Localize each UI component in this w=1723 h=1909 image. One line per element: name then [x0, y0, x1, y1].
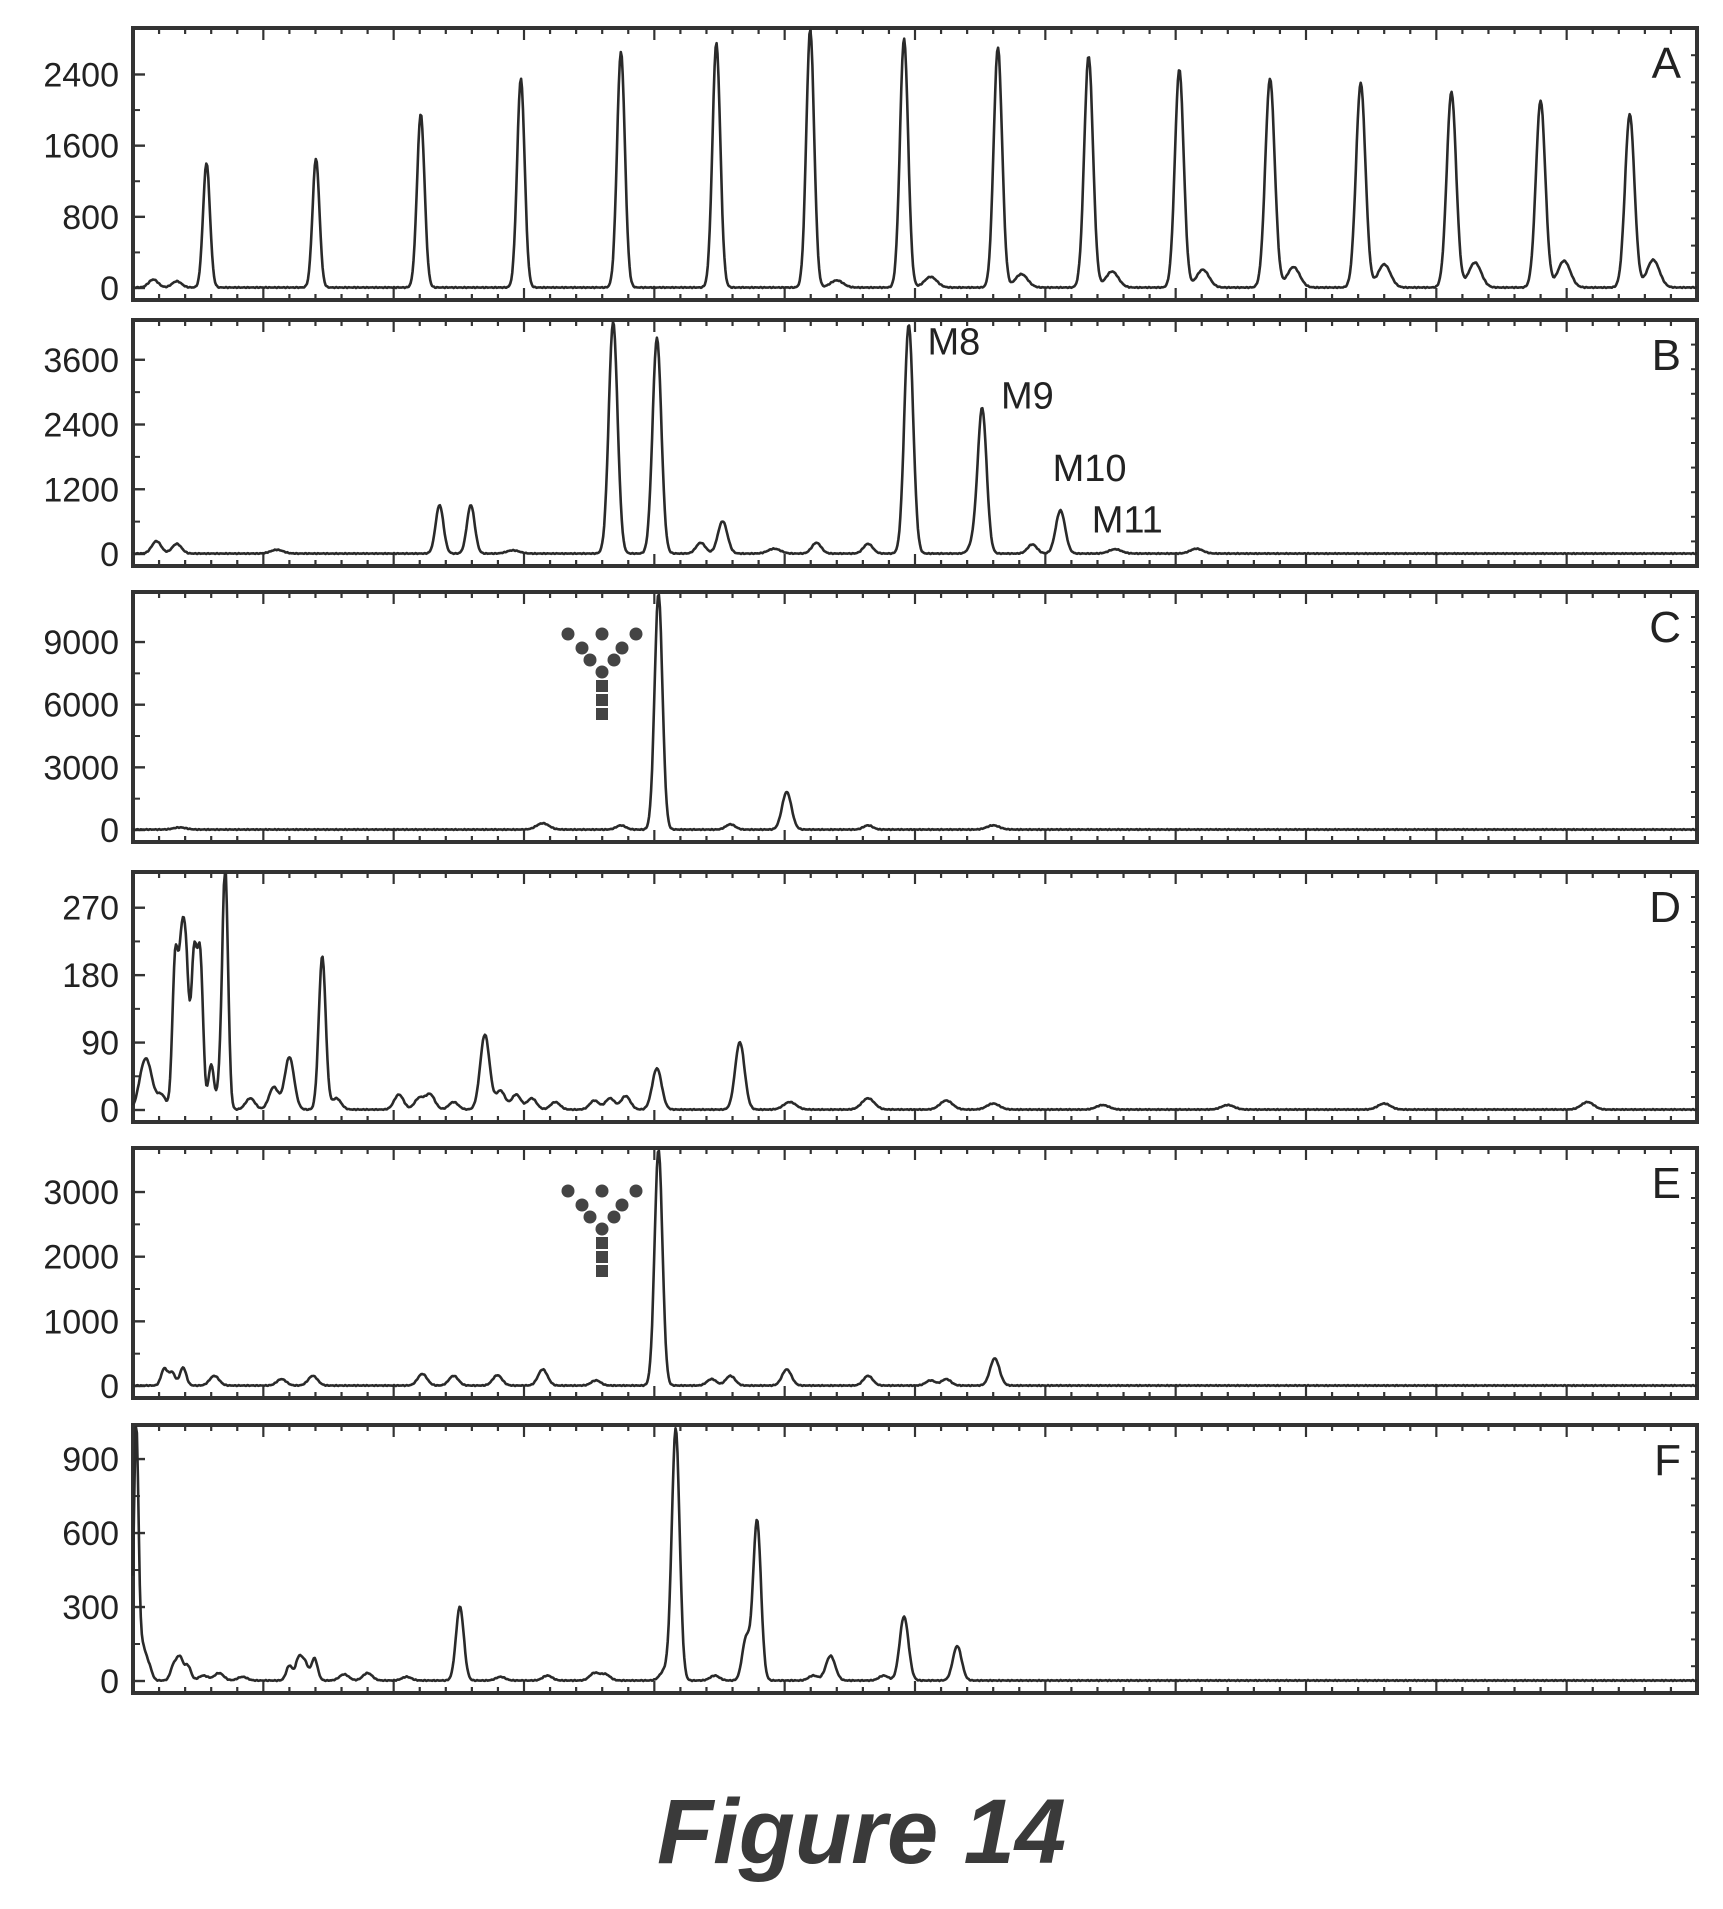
- y-tick-label: 9000: [43, 624, 119, 662]
- glcnac-square: [596, 708, 608, 720]
- y-tick-label: 270: [62, 890, 119, 928]
- y-tick-label: 0: [100, 1368, 119, 1406]
- glcnac-square: [596, 680, 608, 692]
- y-tick-label: 1200: [43, 471, 119, 509]
- x-ticks: [131, 1424, 1699, 1694]
- y-tick-label: 2400: [43, 407, 119, 445]
- panel-B: 3600 2400 1200 0 B M8 M9 M10 M11: [43, 318, 1699, 574]
- y-tick-label: 0: [100, 1092, 119, 1130]
- panel-letter: D: [1649, 883, 1681, 932]
- y-tick-label: 0: [100, 812, 119, 850]
- y-tick-label: 1000: [43, 1303, 119, 1341]
- panel-E: 3000 2000 1000 0 E: [43, 1146, 1699, 1406]
- mannose-circle: [615, 641, 629, 655]
- peak-label-m10: M10: [1053, 448, 1127, 490]
- panel-D: 270 180 90 0 D: [62, 870, 1699, 1130]
- y-tick-label: 3000: [43, 749, 119, 787]
- y-tick-label: 6000: [43, 687, 119, 725]
- figure-caption: Figure 14: [656, 1781, 1066, 1883]
- x-ticks: [131, 27, 1699, 301]
- mannose-circle: [607, 653, 621, 667]
- trace-line: [132, 28, 1698, 290]
- x-ticks: [131, 591, 1699, 843]
- y-tick-label: 180: [62, 957, 119, 995]
- trace-line: [132, 1149, 1698, 1388]
- peak-label-m8: M8: [928, 321, 981, 363]
- mannose-circle: [595, 1184, 609, 1198]
- panel-letter: E: [1652, 1159, 1681, 1208]
- panel-frame: [131, 1423, 1699, 1695]
- panel-A: 2400 1600 800 0 A: [43, 26, 1699, 308]
- glycan-structure-icon: [561, 1184, 643, 1277]
- y-tick-label: 800: [62, 199, 119, 237]
- panel-frame: [131, 26, 1699, 302]
- mannose-circle: [575, 641, 589, 655]
- y-tick-label: 2000: [43, 1239, 119, 1277]
- panel-frame: [131, 590, 1699, 844]
- panel-letter: B: [1652, 331, 1681, 380]
- peak-label-m9: M9: [1001, 375, 1054, 417]
- y-tick-label: 600: [62, 1515, 119, 1553]
- y-tick-label: 3600: [43, 342, 119, 380]
- mannose-circle: [629, 627, 643, 641]
- panel-letter: C: [1649, 603, 1681, 652]
- y-tick-label: 0: [100, 536, 119, 574]
- mannose-circle: [595, 627, 609, 641]
- panel-frame: [131, 870, 1699, 1124]
- x-ticks: [131, 319, 1699, 567]
- mannose-circle: [595, 665, 609, 679]
- panel-F: 900 600 300 0 F: [62, 1423, 1699, 1701]
- y-tick-label: 900: [62, 1441, 119, 1479]
- panel-C: 9000 6000 3000 0 C: [43, 590, 1699, 850]
- x-ticks: [131, 871, 1699, 1123]
- trace-line: [132, 320, 1698, 556]
- mannose-circle: [583, 653, 597, 667]
- y-tick-label: 0: [100, 1663, 119, 1701]
- glcnac-square: [596, 1251, 608, 1263]
- mannose-circle: [575, 1198, 589, 1212]
- panel-letter: A: [1652, 39, 1682, 88]
- y-tick-label: 2400: [43, 56, 119, 94]
- mannose-circle: [583, 1210, 597, 1224]
- peak-label-m11: M11: [1092, 499, 1163, 541]
- y-tick-label: 90: [81, 1025, 119, 1063]
- panel-frame: [131, 1146, 1699, 1400]
- y-tick-label: 1600: [43, 128, 119, 166]
- panel-letter: F: [1654, 1436, 1681, 1485]
- y-tick-label: 0: [100, 270, 119, 308]
- mannose-circle: [615, 1198, 629, 1212]
- glcnac-square: [596, 1237, 608, 1249]
- trace-line: [131, 872, 1698, 1112]
- y-tick-label: 300: [62, 1589, 119, 1627]
- y-tick-label: 3000: [43, 1174, 119, 1212]
- x-ticks: [131, 1147, 1699, 1399]
- glycan-structure-icon: [561, 627, 643, 720]
- glcnac-square: [596, 694, 608, 706]
- glcnac-square: [596, 1265, 608, 1277]
- mannose-circle: [629, 1184, 643, 1198]
- mannose-circle: [607, 1210, 621, 1224]
- mannose-circle: [561, 1184, 575, 1198]
- trace-line: [132, 593, 1698, 832]
- mannose-circle: [595, 1222, 609, 1236]
- trace-line: [131, 1425, 1698, 1683]
- mannose-circle: [561, 627, 575, 641]
